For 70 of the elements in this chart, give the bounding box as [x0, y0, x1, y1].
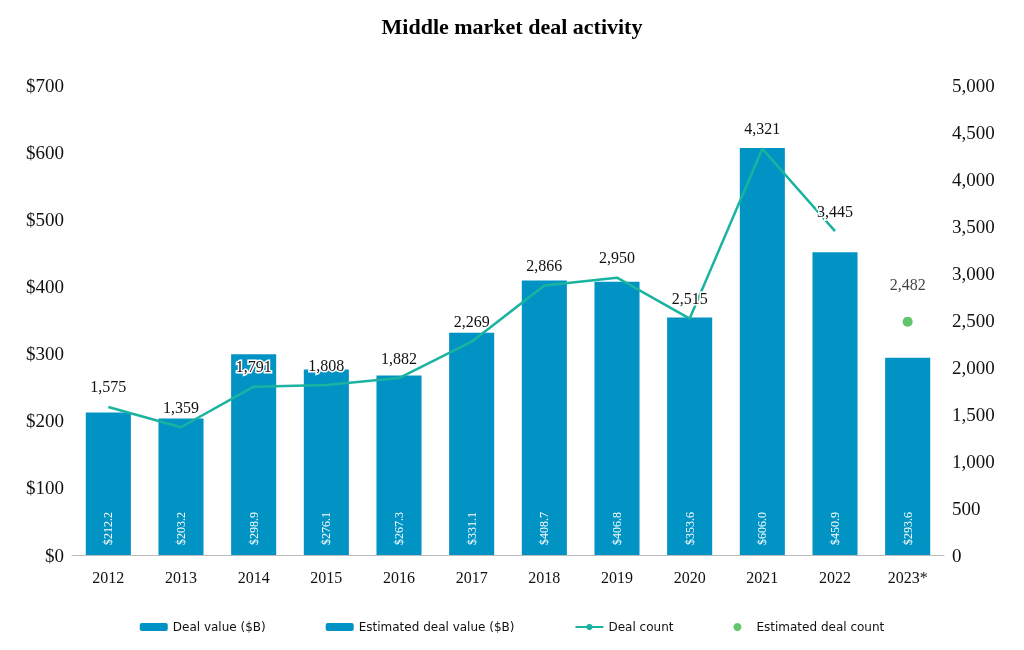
- bar: [812, 252, 858, 555]
- bar: [667, 317, 713, 555]
- y-tick-label: $500: [26, 208, 64, 230]
- y-tick-label: $200: [26, 410, 64, 432]
- x-tick-label: 2016: [383, 568, 415, 586]
- y2-tick-label: 1,000: [952, 450, 995, 472]
- legend-label: Deal count: [608, 620, 674, 634]
- data-label: $406.8: [610, 512, 624, 545]
- data-label: 1,359: [163, 398, 199, 416]
- y-tick-label: $100: [26, 477, 64, 499]
- y2-tick-label: 3,000: [952, 262, 995, 284]
- bar: [885, 357, 931, 555]
- data-label: $203.2: [174, 512, 188, 545]
- x-tick-label: 2018: [528, 568, 561, 586]
- x-tick-label: 2021: [746, 568, 779, 586]
- x-tick-label: 2014: [237, 568, 270, 586]
- y-tick-label: $600: [26, 141, 64, 163]
- data-label: 1,791: [235, 358, 272, 376]
- data-label: $353.6: [682, 512, 697, 545]
- x-tick-label: 2023*: [887, 568, 928, 586]
- data-label: 2,950: [599, 249, 635, 267]
- y2-tick-label: 3,500: [952, 215, 995, 237]
- bar: [449, 332, 495, 555]
- x-tick-label: 2019: [601, 568, 633, 586]
- y-tick-label: $700: [26, 74, 64, 96]
- data-label: 1,575: [90, 378, 127, 396]
- data-label: 2,269: [453, 313, 490, 331]
- y2-tick-label: 0: [952, 544, 962, 566]
- bar: [231, 354, 277, 555]
- y2-tick-label: 2,000: [952, 356, 995, 378]
- data-label: 2,482: [889, 276, 926, 294]
- y2-tick-label: 5,000: [952, 74, 995, 96]
- x-tick-label: 2022: [819, 568, 851, 586]
- data-label: 1,882: [381, 349, 417, 367]
- bar: [521, 280, 567, 555]
- data-label: 4,321: [744, 120, 781, 138]
- bar: [85, 412, 131, 555]
- data-label: $606.0: [755, 512, 770, 545]
- data-label: $331.1: [464, 512, 479, 545]
- y-tick-label: $400: [26, 275, 64, 297]
- bar: [739, 148, 785, 555]
- data-label: 2,866: [526, 257, 563, 275]
- bar: [594, 281, 640, 555]
- x-tick-label: 2020: [673, 568, 706, 586]
- y2-tick-label: 4,000: [952, 168, 995, 190]
- y2-tick-label: 1,500: [952, 403, 995, 425]
- x-tick-label: 2013: [165, 568, 197, 586]
- y2-tick-label: 4,500: [952, 121, 995, 143]
- legend-label: Estimated deal value ($B): [358, 620, 515, 634]
- bar: [376, 375, 422, 555]
- legend-label: Estimated deal count: [756, 620, 885, 634]
- data-label: $276.1: [319, 512, 334, 545]
- bar: [158, 418, 204, 555]
- data-label: 3,445: [817, 202, 853, 220]
- legend-label: Deal value ($B): [172, 620, 266, 634]
- data-label: $212.2: [101, 512, 116, 545]
- data-label: 1,808: [308, 356, 345, 374]
- x-tick-label: 2012: [92, 568, 125, 586]
- data-label: $450.9: [828, 512, 842, 545]
- data-label: $298.9: [246, 512, 261, 545]
- data-label: $267.3: [392, 512, 406, 545]
- y2-tick-label: 500: [952, 497, 981, 519]
- data-label: $408.7: [537, 512, 552, 545]
- x-tick-label: 2017: [455, 568, 488, 586]
- y-tick-label: $0: [45, 544, 64, 566]
- x-tick-label: 2015: [310, 568, 343, 586]
- chart-title: Middle market deal activity: [381, 13, 643, 39]
- y-tick-label: $300: [26, 343, 64, 365]
- data-label: $293.6: [900, 512, 915, 545]
- y2-tick-label: 2,500: [952, 309, 995, 331]
